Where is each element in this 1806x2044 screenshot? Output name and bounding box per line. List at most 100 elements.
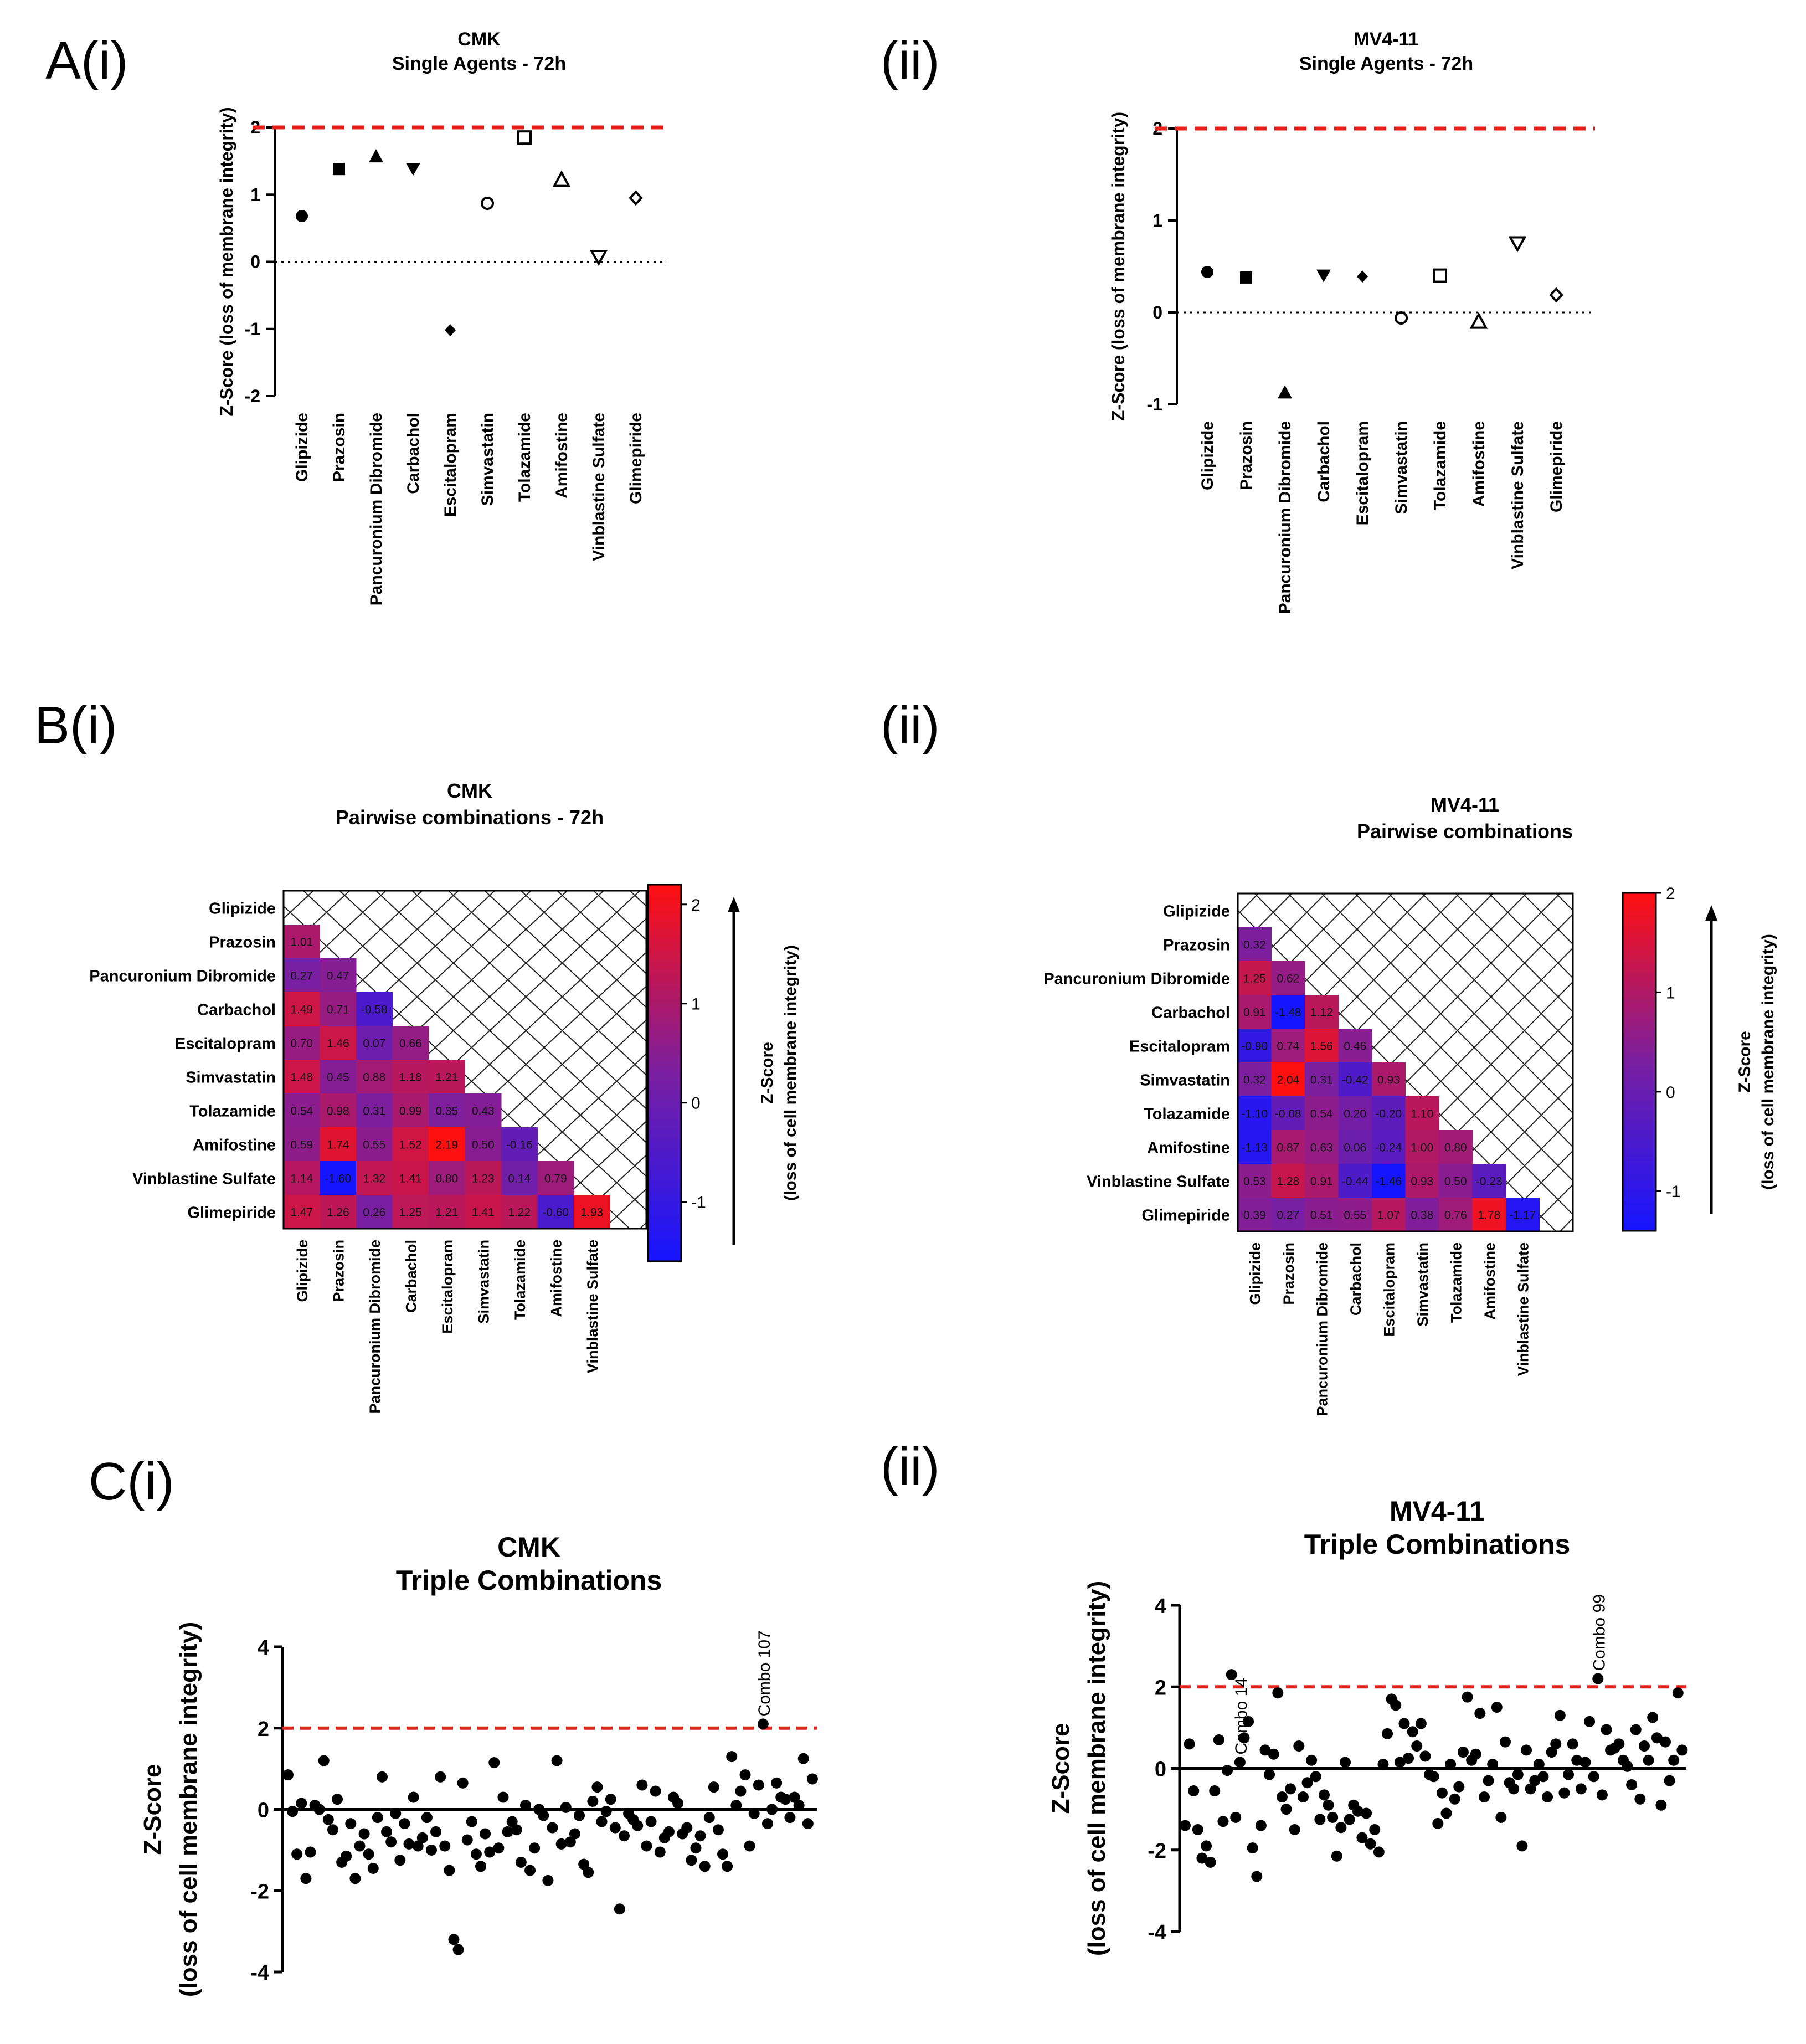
- x-tick-label: Escitalopram: [1354, 421, 1372, 525]
- data-point: [1567, 1738, 1578, 1750]
- cell-value: 0.54: [1310, 1108, 1333, 1121]
- cell-value: 1.52: [399, 1139, 422, 1152]
- cell-value: 0.50: [1444, 1175, 1467, 1188]
- data-point: [663, 1826, 675, 1837]
- data-point-6: [517, 130, 532, 145]
- row-label: Pancuronium Dibromide: [1043, 970, 1230, 988]
- chart-title: CMK: [497, 1532, 560, 1563]
- data-point: [430, 1826, 442, 1837]
- chart-subtitle: Triple Combinations: [396, 1565, 662, 1596]
- y-axis-sublabel: (loss of cell membrane integrity): [175, 1622, 202, 1997]
- data-point: [1301, 1777, 1313, 1789]
- data-point: [757, 1718, 769, 1730]
- heat-cell: [320, 1026, 357, 1060]
- cell-value: 0.70: [290, 1038, 313, 1050]
- x-tick-label: Amifostine: [1470, 421, 1488, 507]
- data-point: [1643, 1754, 1654, 1766]
- heat-cell: [392, 1060, 429, 1094]
- data-point: [797, 1753, 809, 1764]
- heat-cell: [356, 992, 393, 1026]
- heat-cell: [284, 958, 320, 993]
- x-tick-label: Carbachol: [404, 413, 423, 494]
- x-tick-label: Glipizide: [293, 413, 311, 482]
- data-point: [1550, 1738, 1562, 1750]
- data-point: [735, 1785, 747, 1797]
- x-tick-label: Vinblastine Sulfate: [590, 413, 608, 561]
- data-point: [1651, 1732, 1663, 1744]
- data-point: [1419, 1750, 1431, 1762]
- cell-value: 1.25: [1243, 973, 1266, 985]
- colorbar-tick-label: 2: [691, 896, 701, 915]
- data-point: [1575, 1783, 1587, 1795]
- data-point-7: [552, 170, 571, 187]
- data-point: [614, 1903, 625, 1915]
- row-label: Glipizide: [1163, 903, 1230, 921]
- data-point: [1180, 1820, 1191, 1831]
- data-point: [1546, 1747, 1557, 1758]
- heat-cell: [1238, 961, 1272, 995]
- cell-value: -0.42: [1342, 1074, 1368, 1087]
- row-label: Glipizide: [209, 900, 276, 918]
- heat-cell: [537, 1195, 574, 1229]
- heat-cell: [284, 1093, 320, 1128]
- heat-cell: [501, 1195, 538, 1229]
- data-point: [1247, 1842, 1258, 1854]
- data-point: [600, 1806, 612, 1817]
- data-point: [1310, 1771, 1321, 1783]
- data-point-4: [445, 324, 456, 337]
- data-point-9: [629, 190, 643, 206]
- heat-cell: [1338, 1062, 1372, 1097]
- data-point: [1462, 1691, 1473, 1703]
- data-point-0: [1201, 265, 1213, 278]
- cell-value: 1.18: [399, 1071, 422, 1084]
- heat-cell: [284, 1195, 320, 1229]
- data-point: [305, 1846, 316, 1858]
- data-point: [381, 1826, 393, 1837]
- cell-value: 1.47: [290, 1206, 313, 1219]
- y-tick-label: 1: [250, 184, 260, 204]
- heat-cell: [1238, 1164, 1272, 1198]
- data-point: [399, 1818, 410, 1830]
- y-axis-label: Z-Score (loss of membrane integrity): [1108, 112, 1128, 421]
- cell-value: -1.48: [1275, 1006, 1301, 1019]
- data-point: [542, 1874, 554, 1886]
- cell-value: 1.48: [290, 1071, 313, 1084]
- row-label: Prazosin: [209, 934, 276, 952]
- annotation-label: Combo 14: [1232, 1678, 1251, 1754]
- row-label: Prazosin: [1163, 937, 1230, 954]
- panel-label-a-i: A(i): [45, 31, 128, 90]
- col-label: Escitalopram: [1381, 1242, 1397, 1337]
- data-point: [506, 1816, 518, 1827]
- x-tick-label: Simvastatin: [478, 413, 497, 506]
- data-point: [421, 1812, 433, 1824]
- data-point: [547, 1822, 558, 1834]
- data-point: [1533, 1759, 1545, 1770]
- row-label: Escitalopram: [1129, 1038, 1230, 1056]
- data-point: [703, 1812, 715, 1824]
- data-point: [641, 1840, 652, 1852]
- cell-value: 0.06: [1344, 1142, 1366, 1154]
- heat-cell: [429, 1060, 465, 1094]
- row-label: Amifostine: [193, 1137, 276, 1154]
- x-tick-label: Glimepiride: [1547, 421, 1566, 512]
- data-point: [1361, 1807, 1372, 1819]
- data-point-7: [1469, 312, 1488, 329]
- x-tick-label: Prazosin: [330, 413, 348, 482]
- data-point: [1192, 1824, 1203, 1835]
- data-point: [1415, 1718, 1427, 1729]
- cell-value: 0.59: [290, 1139, 313, 1152]
- heat-cell: [1338, 1198, 1372, 1232]
- data-point: [1478, 1791, 1490, 1803]
- cell-value: 1.00: [1411, 1142, 1433, 1154]
- data-point: [1280, 1804, 1292, 1815]
- data-point: [519, 1800, 531, 1811]
- cell-value: 0.51: [1310, 1209, 1333, 1222]
- cell-value: 1.21: [435, 1206, 458, 1219]
- cell-value: 1.41: [399, 1173, 422, 1185]
- y-tick-label: 2: [258, 1718, 269, 1741]
- heat-cell: [1238, 1029, 1272, 1063]
- data-point: [1196, 1852, 1208, 1864]
- cell-value: 0.91: [1310, 1175, 1333, 1188]
- heat-cell: [574, 1195, 610, 1229]
- data-point: [439, 1840, 451, 1852]
